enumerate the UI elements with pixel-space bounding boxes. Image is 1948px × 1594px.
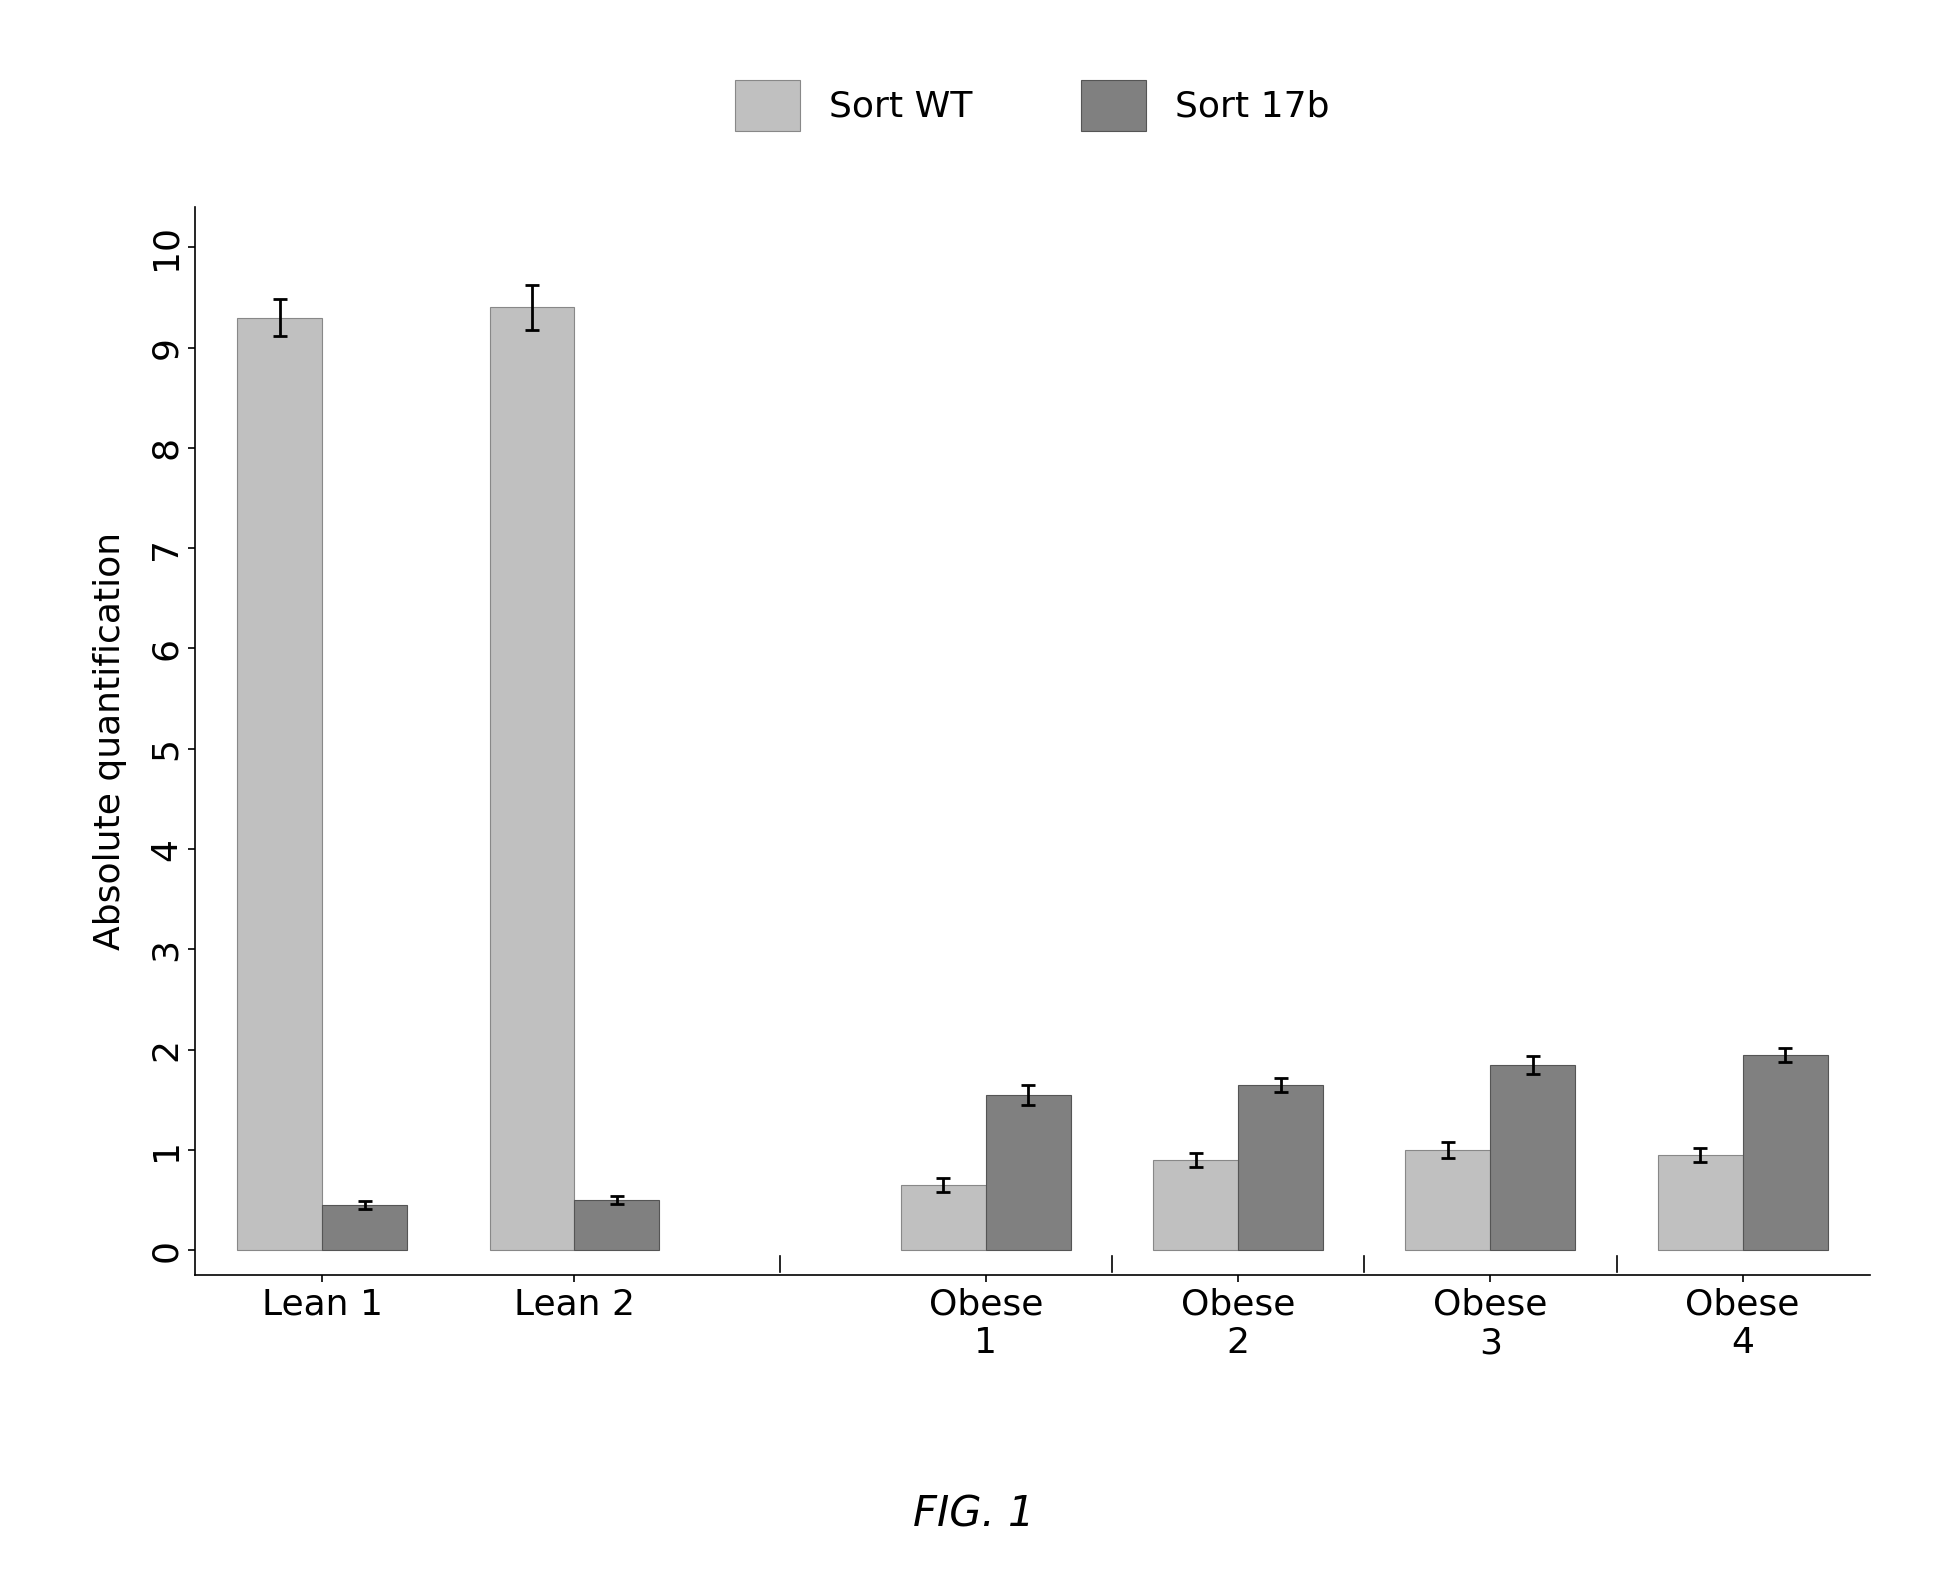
Bar bbox=[902, 1184, 986, 1250]
Bar bbox=[986, 1095, 1071, 1250]
Bar bbox=[575, 1200, 660, 1250]
Bar bbox=[489, 308, 575, 1250]
Y-axis label: Absolute quantification: Absolute quantification bbox=[94, 532, 127, 950]
Bar bbox=[1405, 1149, 1490, 1250]
Bar bbox=[1490, 1065, 1576, 1250]
Bar bbox=[238, 317, 321, 1250]
Bar bbox=[1743, 1055, 1827, 1250]
Bar bbox=[321, 1205, 407, 1250]
Bar bbox=[1239, 1084, 1323, 1250]
Bar bbox=[1153, 1160, 1239, 1250]
Text: FIG. 1: FIG. 1 bbox=[914, 1494, 1034, 1535]
Bar bbox=[1658, 1156, 1743, 1250]
Legend: Sort WT, Sort 17b: Sort WT, Sort 17b bbox=[721, 65, 1344, 145]
